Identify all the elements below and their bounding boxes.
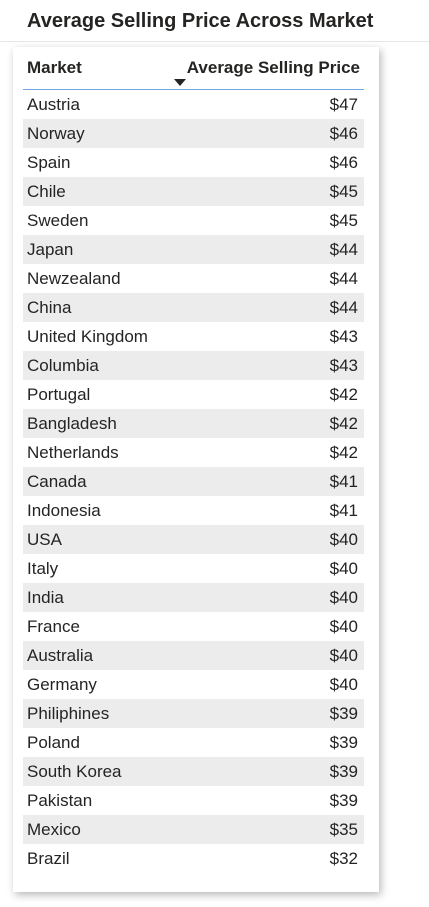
- table-row[interactable]: Australia $40: [23, 641, 364, 670]
- market-cell: Australia: [27, 646, 94, 665]
- table-row[interactable]: Newzealand $44: [23, 264, 364, 293]
- market-cell: Pakistan: [27, 791, 93, 810]
- price-cell: $41: [329, 472, 358, 491]
- price-cell: $40: [329, 559, 358, 578]
- market-cell: South Korea: [27, 762, 122, 781]
- price-cell: $45: [329, 211, 358, 230]
- market-cell: Italy: [27, 559, 59, 578]
- market-cell: Spain: [27, 153, 71, 172]
- market-cell: Philiphines: [27, 704, 110, 723]
- table-row[interactable]: Portugal $42: [23, 380, 364, 409]
- price-cell: $35: [329, 820, 358, 839]
- price-cell: $40: [329, 530, 358, 549]
- market-cell: USA: [27, 530, 62, 549]
- price-cell: $47: [329, 95, 358, 114]
- table-row[interactable]: Norway $46: [23, 119, 364, 148]
- market-cell: Indonesia: [27, 501, 101, 520]
- table-row[interactable]: Columbia $43: [23, 351, 364, 380]
- price-cell: $44: [329, 240, 358, 259]
- price-cell: $43: [329, 327, 358, 346]
- table-row[interactable]: France $40: [23, 612, 364, 641]
- price-cell: $32: [329, 849, 358, 868]
- table-row[interactable]: Bangladesh $42: [23, 409, 364, 438]
- price-cell: $44: [329, 269, 358, 288]
- table-row[interactable]: Mexico $35: [23, 815, 364, 844]
- market-cell: United Kingdom: [27, 327, 148, 346]
- market-cell: Norway: [27, 124, 85, 143]
- table-row[interactable]: Germany $40: [23, 670, 364, 699]
- table-row[interactable]: United Kingdom $43: [23, 322, 364, 351]
- market-cell: Sweden: [27, 211, 89, 230]
- table-row[interactable]: India $40: [23, 583, 364, 612]
- table-row[interactable]: Indonesia $41: [23, 496, 364, 525]
- market-cell: Bangladesh: [27, 414, 117, 433]
- price-cell: $40: [329, 675, 358, 694]
- market-cell: Mexico: [27, 820, 81, 839]
- market-cell: Japan: [27, 240, 74, 259]
- price-cell: $46: [329, 124, 358, 143]
- table-row[interactable]: Italy $40: [23, 554, 364, 583]
- table-body: Austria $47 Norway $46 Spain $46 Chile $45 Swede…: [23, 90, 364, 873]
- table-row[interactable]: Spain $46: [23, 148, 364, 177]
- price-cell: $39: [329, 791, 358, 810]
- table-row[interactable]: Chile $45: [23, 177, 364, 206]
- sort-descending-icon[interactable]: [174, 79, 186, 86]
- price-cell: $42: [329, 414, 358, 433]
- column-header-market[interactable]: Market: [27, 58, 82, 77]
- table-row[interactable]: Philiphines $39: [23, 699, 364, 728]
- price-cell: $45: [329, 182, 358, 201]
- market-cell: Brazil: [27, 849, 70, 868]
- table-row[interactable]: Japan $44: [23, 235, 364, 264]
- market-cell: Netherlands: [27, 443, 119, 462]
- price-cell: $39: [329, 733, 358, 752]
- market-cell: Newzealand: [27, 269, 121, 288]
- price-cell: $42: [329, 443, 358, 462]
- market-cell: Germany: [27, 675, 97, 694]
- table-row[interactable]: Canada $41: [23, 467, 364, 496]
- price-cell: $46: [329, 153, 358, 172]
- table-row[interactable]: Austria $47: [23, 90, 364, 119]
- market-cell: Poland: [27, 733, 80, 752]
- table-row[interactable]: Poland $39: [23, 728, 364, 757]
- market-cell: India: [27, 588, 64, 607]
- table-row[interactable]: Pakistan $39: [23, 786, 364, 815]
- table-row[interactable]: Sweden $45: [23, 206, 364, 235]
- market-cell: China: [27, 298, 72, 317]
- market-cell: Chile: [27, 182, 66, 201]
- price-cell: $43: [329, 356, 358, 375]
- market-cell: Canada: [27, 472, 87, 491]
- table-row[interactable]: Brazil $32: [23, 844, 364, 873]
- price-cell: $39: [329, 762, 358, 781]
- price-cell: $39: [329, 704, 358, 723]
- market-cell: France: [27, 617, 80, 636]
- price-cell: $41: [329, 501, 358, 520]
- table-row[interactable]: USA $40: [23, 525, 364, 554]
- market-cell: Portugal: [27, 385, 91, 404]
- table-visual: Market Average Selling Price Austria $47 N…: [13, 47, 379, 892]
- price-cell: $40: [329, 588, 358, 607]
- table-row[interactable]: South Korea $39: [23, 757, 364, 786]
- market-cell: Columbia: [27, 356, 99, 375]
- price-cell: $42: [329, 385, 358, 404]
- table-row[interactable]: Netherlands $42: [23, 438, 364, 467]
- column-header-average-selling-price[interactable]: Average Selling Price: [186, 58, 360, 77]
- table: Market Average Selling Price Austria $47 N…: [23, 51, 364, 873]
- title-divider: [0, 41, 429, 42]
- market-cell: Austria: [27, 95, 80, 114]
- price-cell: $40: [329, 617, 358, 636]
- table-row[interactable]: China $44: [23, 293, 364, 322]
- chart-title: Average Selling Price Across Market: [27, 10, 374, 32]
- table-header: Market Average Selling Price: [23, 51, 364, 90]
- price-cell: $44: [329, 298, 358, 317]
- price-cell: $40: [329, 646, 358, 665]
